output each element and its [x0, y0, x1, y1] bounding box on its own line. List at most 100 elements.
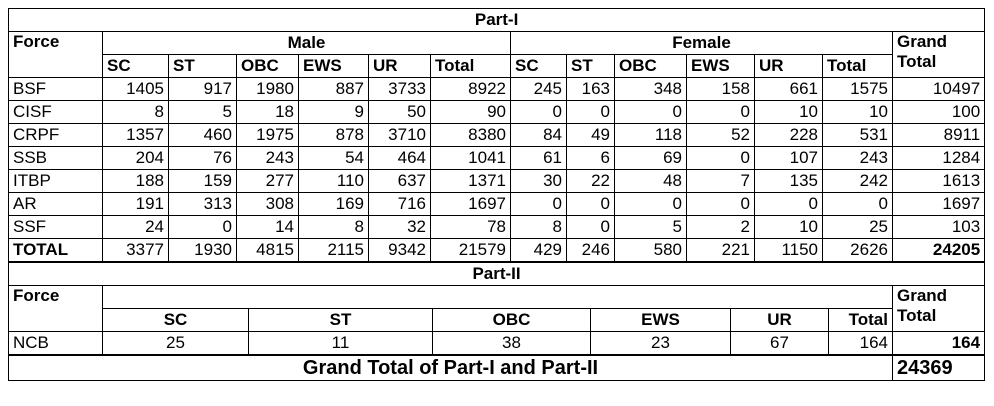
cell-value: 10: [754, 215, 823, 239]
column-header: SC: [510, 54, 567, 78]
cell-value: 228: [754, 123, 823, 147]
cell-value: 9342: [368, 238, 431, 262]
grand-total-header: Grand Total: [891, 31, 986, 78]
cell-value: 0: [510, 192, 567, 216]
cell-value: 164: [891, 331, 986, 355]
force-name: BSF: [8, 77, 103, 101]
column-header: ST: [566, 54, 615, 78]
cell-value: 135: [754, 169, 823, 193]
cell-value: 8: [298, 215, 369, 239]
column-header: Total: [828, 308, 893, 332]
cell-value: 38: [432, 331, 591, 355]
cell-value: 191: [102, 192, 169, 216]
cell-value: 1575: [822, 77, 893, 101]
cell-value: 246: [566, 238, 615, 262]
force-header: Force: [8, 31, 103, 78]
cell-value: 163: [566, 77, 615, 101]
cell-value: 10: [754, 100, 823, 124]
cell-value: 1697: [430, 192, 511, 216]
cell-value: 107: [754, 146, 823, 170]
cell-value: 61: [510, 146, 567, 170]
cell-value: 1697: [891, 192, 986, 216]
cell-value: 878: [298, 123, 369, 147]
cell-value: 78: [430, 215, 511, 239]
cell-value: 8911: [891, 123, 986, 147]
cell-value: 30: [510, 169, 567, 193]
cell-value: 25: [102, 331, 249, 355]
cell-value: 1041: [430, 146, 511, 170]
cell-value: 32: [368, 215, 431, 239]
cell-value: 0: [614, 192, 687, 216]
cell-value: 169: [298, 192, 369, 216]
cell-value: 1150: [754, 238, 823, 262]
force-name: SSB: [8, 146, 103, 170]
blank-cell: [102, 285, 893, 309]
cell-value: 76: [168, 146, 237, 170]
cell-value: 118: [614, 123, 687, 147]
cell-value: 5: [614, 215, 687, 239]
male-header: Male: [102, 31, 511, 55]
cell-value: 0: [754, 192, 823, 216]
table-row: CRPF 1357 460 1975 878 3710 8380 84 49 118 52 228 53…: [8, 123, 986, 147]
cell-value: 159: [168, 169, 237, 193]
header-text: Grand Total: [897, 32, 948, 72]
column-header: Total: [430, 54, 511, 78]
cell-value: 48: [614, 169, 687, 193]
column-header: OBC: [236, 54, 299, 78]
cell-value: 0: [566, 100, 615, 124]
cell-value: 716: [368, 192, 431, 216]
table-row: Part-I: [7, 8, 986, 32]
cell-value: 24205: [891, 238, 986, 262]
grand-total-value: 24369: [892, 355, 985, 381]
cell-value: 0: [566, 192, 615, 216]
cell-value: 308: [236, 192, 299, 216]
table-row: SC ST OBC EWS UR Total: [9, 308, 985, 332]
cell-value: 313: [168, 192, 237, 216]
cell-value: 1980: [236, 77, 299, 101]
table-row: BSF 1405 917 1980 887 3733 8922 245 163 348 158 661…: [8, 77, 986, 101]
force-name: AR: [8, 192, 103, 216]
cell-value: 243: [822, 146, 893, 170]
cell-value: 8: [102, 100, 169, 124]
force-name: TOTAL: [8, 238, 103, 262]
table-row: Force Grand Total: [8, 285, 986, 332]
cell-value: 164: [828, 331, 893, 355]
cell-value: 69: [614, 146, 687, 170]
grand-total-header: Grand Total: [891, 285, 986, 332]
cell-value: 8: [510, 215, 567, 239]
cell-value: 243: [236, 146, 299, 170]
cell-value: 460: [168, 123, 237, 147]
female-header: Female: [510, 31, 893, 55]
cell-value: 887: [298, 77, 369, 101]
cell-value: 3733: [368, 77, 431, 101]
cell-value: 4815: [236, 238, 299, 262]
grand-total-label: Grand Total of Part-I and Part-II: [8, 355, 893, 381]
cell-value: 580: [614, 238, 687, 262]
table-row: CISF 8 5 18 9 50 90 0 0 0 0 10 10 100: [8, 100, 986, 124]
cell-value: 100: [891, 100, 986, 124]
force-name: ITBP: [8, 169, 103, 193]
cell-value: 3377: [102, 238, 169, 262]
part1-table: Part-I Force Male Female Grand Total SC ST OBC E…: [7, 8, 986, 262]
header-text: Grand Total: [897, 286, 948, 326]
cell-value: 25: [822, 215, 893, 239]
force-name: CRPF: [8, 123, 103, 147]
column-header: EWS: [686, 54, 755, 78]
column-header: OBC: [614, 54, 687, 78]
table-row: SSF 24 0 14 8 32 78 8 0 5 2 10 25 103: [8, 215, 986, 239]
force-name: CISF: [8, 100, 103, 124]
cell-value: 8922: [430, 77, 511, 101]
cell-value: 5: [168, 100, 237, 124]
table-row: NCB 25 11 38 23 67 164 164: [8, 331, 986, 355]
cell-value: 158: [686, 77, 755, 101]
cell-value: 52: [686, 123, 755, 147]
table-row: Grand Total of Part-I and Part-II 24369: [8, 355, 985, 381]
cell-value: 277: [236, 169, 299, 193]
cell-value: 10: [822, 100, 893, 124]
cell-value: 1930: [168, 238, 237, 262]
column-header: EWS: [298, 54, 369, 78]
cell-value: 2: [686, 215, 755, 239]
cell-value: 661: [754, 77, 823, 101]
cell-value: 1371: [430, 169, 511, 193]
cell-value: 0: [614, 100, 687, 124]
